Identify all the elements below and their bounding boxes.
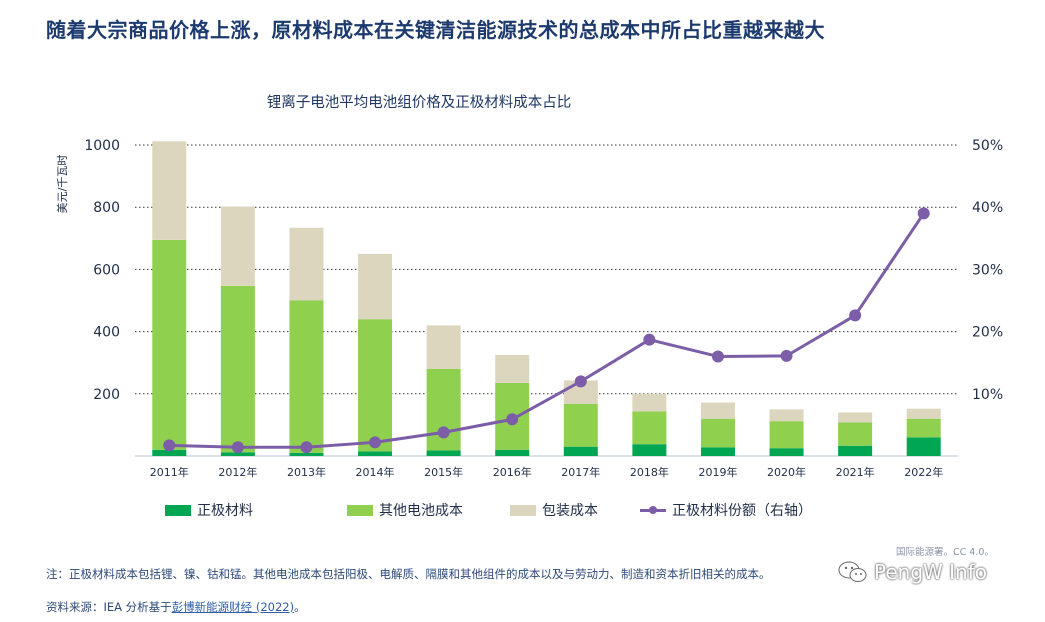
share-point xyxy=(643,333,656,346)
watermark-text: PengW Info xyxy=(874,560,988,584)
bar-segment xyxy=(906,408,941,419)
y-axis-label: 美元/千瓦时 xyxy=(56,155,69,214)
bar-segment xyxy=(289,452,324,456)
source-suffix: 。 xyxy=(294,600,306,614)
share-point xyxy=(231,441,244,454)
bar-segment xyxy=(563,446,598,456)
bar-segment xyxy=(700,402,735,419)
bar-segment xyxy=(700,447,735,456)
share-point xyxy=(780,349,793,362)
bar-segment xyxy=(152,449,187,456)
share-point xyxy=(437,426,450,439)
bar-segment xyxy=(769,421,804,449)
bar-segment xyxy=(220,452,255,456)
bar-segment xyxy=(220,285,255,453)
bar-segment xyxy=(769,409,804,422)
legend-label-other: 其他电池成本 xyxy=(379,503,463,519)
legend-swatch-pack xyxy=(510,504,536,516)
x-tick-label: 2022年 xyxy=(904,465,943,479)
y2-tick-label: 20% xyxy=(972,325,1003,341)
share-line xyxy=(169,212,925,449)
legend-swatch-other xyxy=(347,504,373,516)
bar-segment xyxy=(152,239,187,450)
bar-segment xyxy=(838,412,873,423)
legend-label-cathode: 正极材料 xyxy=(197,503,253,519)
page-headline: 随着大宗商品价格上涨，原材料成本在关键清洁能源技术的总成本中所占比重越来越大 xyxy=(46,18,825,42)
legend-item-cathode: 正极材料 xyxy=(165,500,253,520)
share-point xyxy=(506,413,519,426)
share-point xyxy=(163,439,176,452)
x-tick-label: 2018年 xyxy=(630,465,669,479)
y2-tick-label: 40% xyxy=(972,200,1003,216)
x-tick-label: 2019年 xyxy=(698,465,737,479)
x-tick-label: 2021年 xyxy=(836,465,875,479)
bar-segment xyxy=(220,206,255,286)
y-tick-label: 200 xyxy=(93,387,120,403)
source-line: 资料来源：IEA 分析基于彭博新能源财经 (2022)。 xyxy=(46,599,306,615)
x-tick-label: 2017年 xyxy=(561,465,600,479)
x-tick-label: 2015年 xyxy=(424,465,463,479)
y-tick-label: 800 xyxy=(93,200,120,216)
share-point xyxy=(711,350,724,363)
bar-segment xyxy=(426,325,461,369)
bar-segment xyxy=(700,418,735,448)
share-point xyxy=(574,375,587,388)
chart-title: 锂离子电池平均电池组价格及正极材料成本占比 xyxy=(267,94,572,111)
y2-tick-label: 30% xyxy=(972,262,1003,278)
bar-segment xyxy=(152,141,187,240)
bar-segment xyxy=(632,411,667,445)
source-link[interactable]: 彭博新能源财经 (2022) xyxy=(171,600,295,614)
legend-item-other: 其他电池成本 xyxy=(347,500,463,520)
share-point xyxy=(369,436,382,449)
share-point xyxy=(917,207,930,220)
bar-segment xyxy=(358,253,393,320)
watermark: PengW Info xyxy=(838,560,987,584)
share-point xyxy=(300,441,313,454)
bar-segment xyxy=(289,227,324,301)
x-tick-label: 2014年 xyxy=(356,465,395,479)
share-point xyxy=(849,309,862,322)
bar-segment xyxy=(563,403,598,447)
bar-segment xyxy=(632,393,667,412)
y-tick-label: 400 xyxy=(93,325,120,341)
bar-segment xyxy=(358,319,393,452)
y-tick-label: 1000 xyxy=(84,138,120,154)
legend-item-share: 正极材料份额（右轴） xyxy=(640,500,812,520)
legend-label-pack: 包装成本 xyxy=(542,503,598,519)
x-tick-label: 2013年 xyxy=(287,465,326,479)
y-tick-label: 600 xyxy=(93,262,120,278)
bar-segment xyxy=(289,300,324,453)
legend-item-pack: 包装成本 xyxy=(510,500,598,520)
bar-segment xyxy=(495,354,530,383)
bar-segment xyxy=(769,448,804,456)
wechat-icon xyxy=(838,561,867,582)
bar-segment xyxy=(632,444,667,456)
chart-legend: 正极材料 其他电池成本 包装成本 正极材料份额（右轴） xyxy=(0,500,1045,522)
bar-segment xyxy=(838,422,873,446)
legend-line-share xyxy=(640,504,666,516)
y2-tick-label: 50% xyxy=(972,138,1003,154)
x-tick-label: 2020年 xyxy=(767,465,806,479)
bar-segment xyxy=(495,449,530,456)
bar-segment xyxy=(426,450,461,456)
x-tick-label: 2016年 xyxy=(493,465,532,479)
bar-segment xyxy=(358,451,393,456)
x-tick-label: 2012年 xyxy=(218,465,257,479)
source-prefix: 资料来源：IEA 分析基于 xyxy=(46,600,172,614)
x-tick-label: 2011年 xyxy=(150,465,189,479)
bar-segment xyxy=(906,437,941,456)
bar-segment xyxy=(906,418,941,438)
footnote: 注：正极材料成本包括锂、镍、钴和锰。其他电池成本包括阳极、电解质、隔膜和其他组件… xyxy=(46,567,771,581)
bar-segment xyxy=(838,445,873,456)
battery-price-chart: 锂离子电池平均电池组价格及正极材料成本占比 200 400 600 800 1000 10%… xyxy=(56,94,1003,479)
legend-swatch-cathode xyxy=(165,504,191,516)
legend-label-share: 正极材料份额（右轴） xyxy=(672,503,812,519)
license-text: 国际能源署。CC 4.0。 xyxy=(896,547,994,558)
y2-tick-label: 10% xyxy=(972,387,1003,403)
